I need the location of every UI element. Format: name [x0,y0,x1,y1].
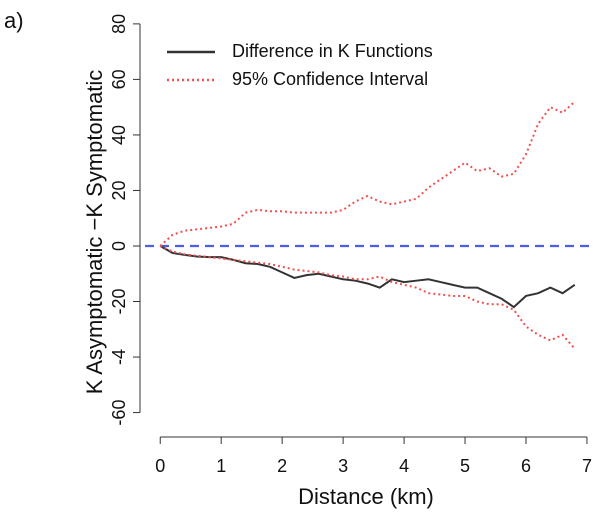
x-tick-label: 7 [582,456,592,476]
legend-label: Difference in K Functions [232,41,433,61]
y-tick-label: -60 [109,400,129,426]
y-tick-label: 20 [109,180,129,200]
y-tick-label: -20 [109,289,129,315]
panel-label: a) [4,8,24,33]
series-line [159,100,576,247]
y-axis-title: K Asymptomatic −K Symptomatic [82,70,107,395]
series-line [159,245,576,309]
x-tick-label: 3 [338,456,348,476]
legend-label: 95% Confidence Interval [232,69,428,89]
y-tick-label: 40 [109,125,129,145]
x-tick-label: 6 [521,456,531,476]
x-tick-label: 1 [216,456,226,476]
series-line [159,245,576,350]
x-tick-label: 2 [277,456,287,476]
x-axis-title: Distance (km) [298,484,434,509]
y-tick-label: 0 [109,241,129,251]
x-tick-label: 5 [460,456,470,476]
y-tick-label: 60 [109,69,129,89]
y-tick-label: 80 [109,14,129,34]
x-tick-label: 4 [399,456,409,476]
y-tick-label: -4 [109,349,129,365]
x-tick-label: 0 [155,456,165,476]
